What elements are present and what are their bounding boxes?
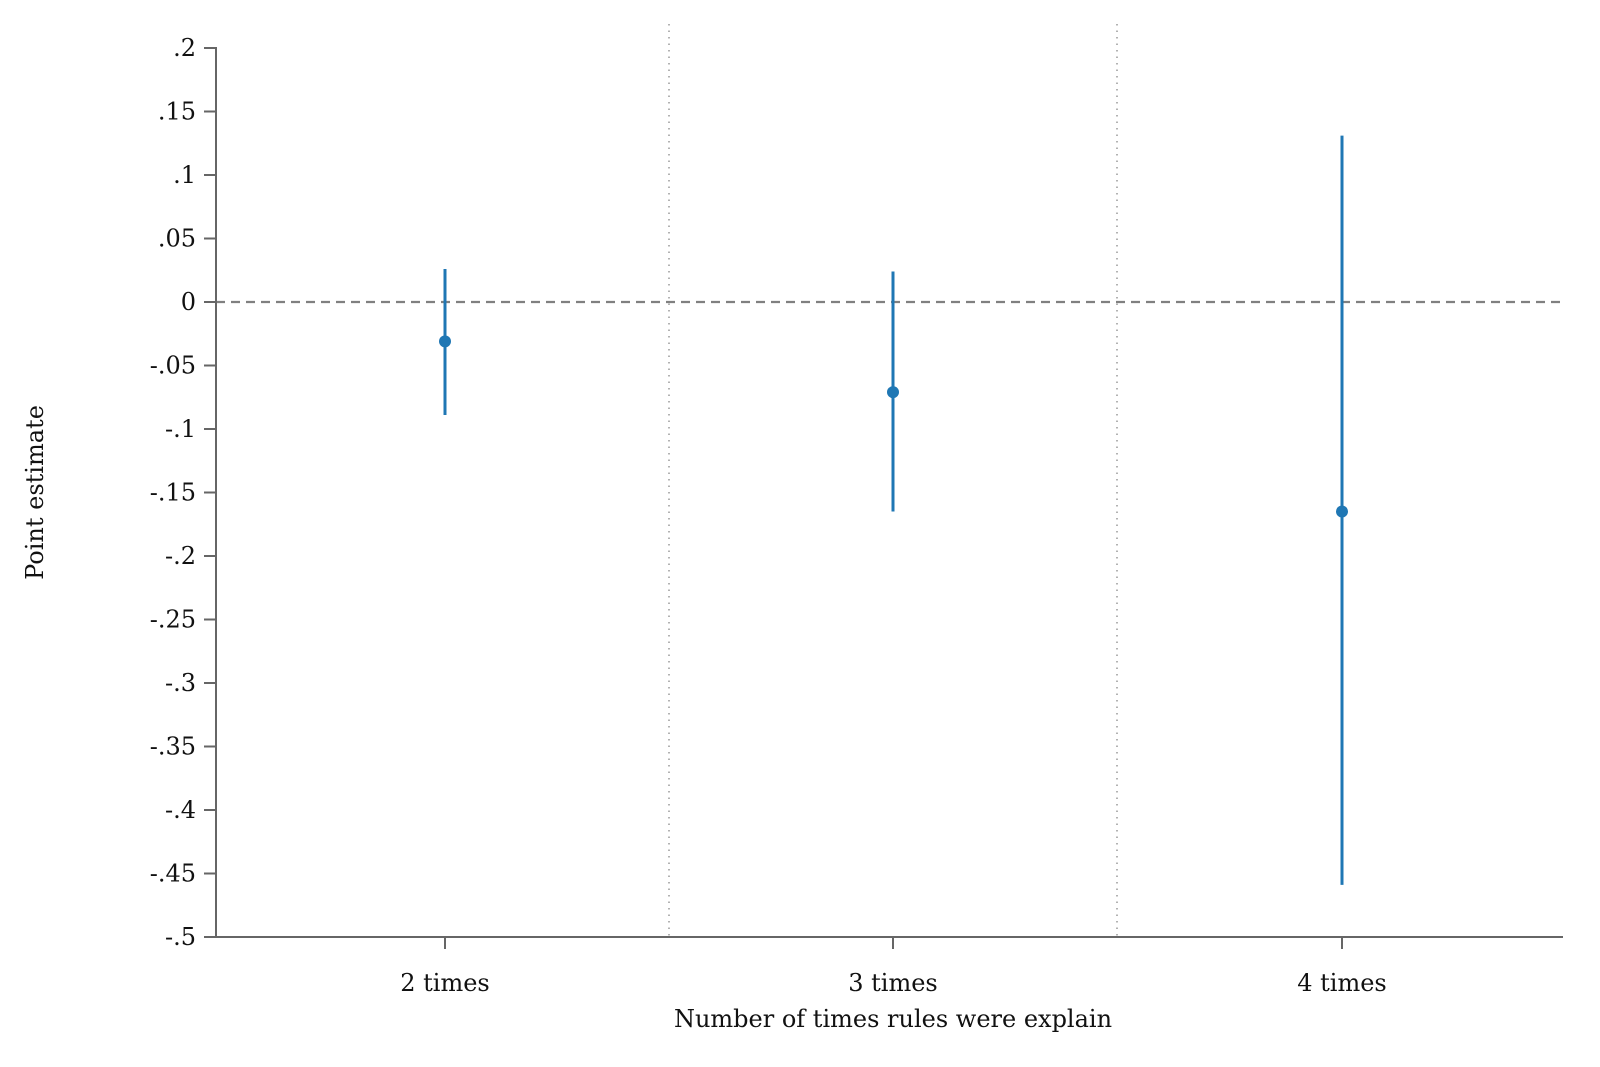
y-tick-label: -.4 xyxy=(165,796,196,824)
y-tick-label: -.3 xyxy=(165,669,196,697)
y-tick-label: -.1 xyxy=(165,415,196,443)
x-tick-label: 2 times xyxy=(400,969,490,997)
tick-labels: .2 .15 .1 .05 0 -.05 -.1 -.15 -.2 -.25 -.3 -.35 -.4 -… xyxy=(150,34,1387,997)
y-tick-label: -.2 xyxy=(165,542,196,570)
y-tick-label: -.15 xyxy=(150,479,196,507)
category-separators xyxy=(668,24,1118,937)
y-tick-label: -.25 xyxy=(150,606,196,634)
y-tick-label: .15 xyxy=(158,98,196,126)
y-tick-label: -.5 xyxy=(165,923,196,951)
y-tick-label: .1 xyxy=(173,161,196,189)
point-estimate-marker xyxy=(439,335,451,348)
y-tick-label: -.05 xyxy=(150,352,196,380)
y-tick-label: .2 xyxy=(173,34,196,62)
x-tick-label: 3 times xyxy=(848,969,938,997)
y-axis-title: Point estimate xyxy=(21,405,49,580)
point-estimate-marker xyxy=(887,386,899,399)
axes xyxy=(204,47,1563,949)
x-axis-title: Number of times rules were explain xyxy=(674,1005,1112,1033)
y-tick-label: -.45 xyxy=(150,860,196,888)
data-series xyxy=(439,135,1348,885)
point-estimate-marker xyxy=(1336,505,1348,518)
x-tick-label: 4 times xyxy=(1297,969,1387,997)
y-tick-label: 0 xyxy=(181,288,196,316)
y-tick-label: .05 xyxy=(158,225,196,253)
y-tick-label: -.35 xyxy=(150,733,196,761)
